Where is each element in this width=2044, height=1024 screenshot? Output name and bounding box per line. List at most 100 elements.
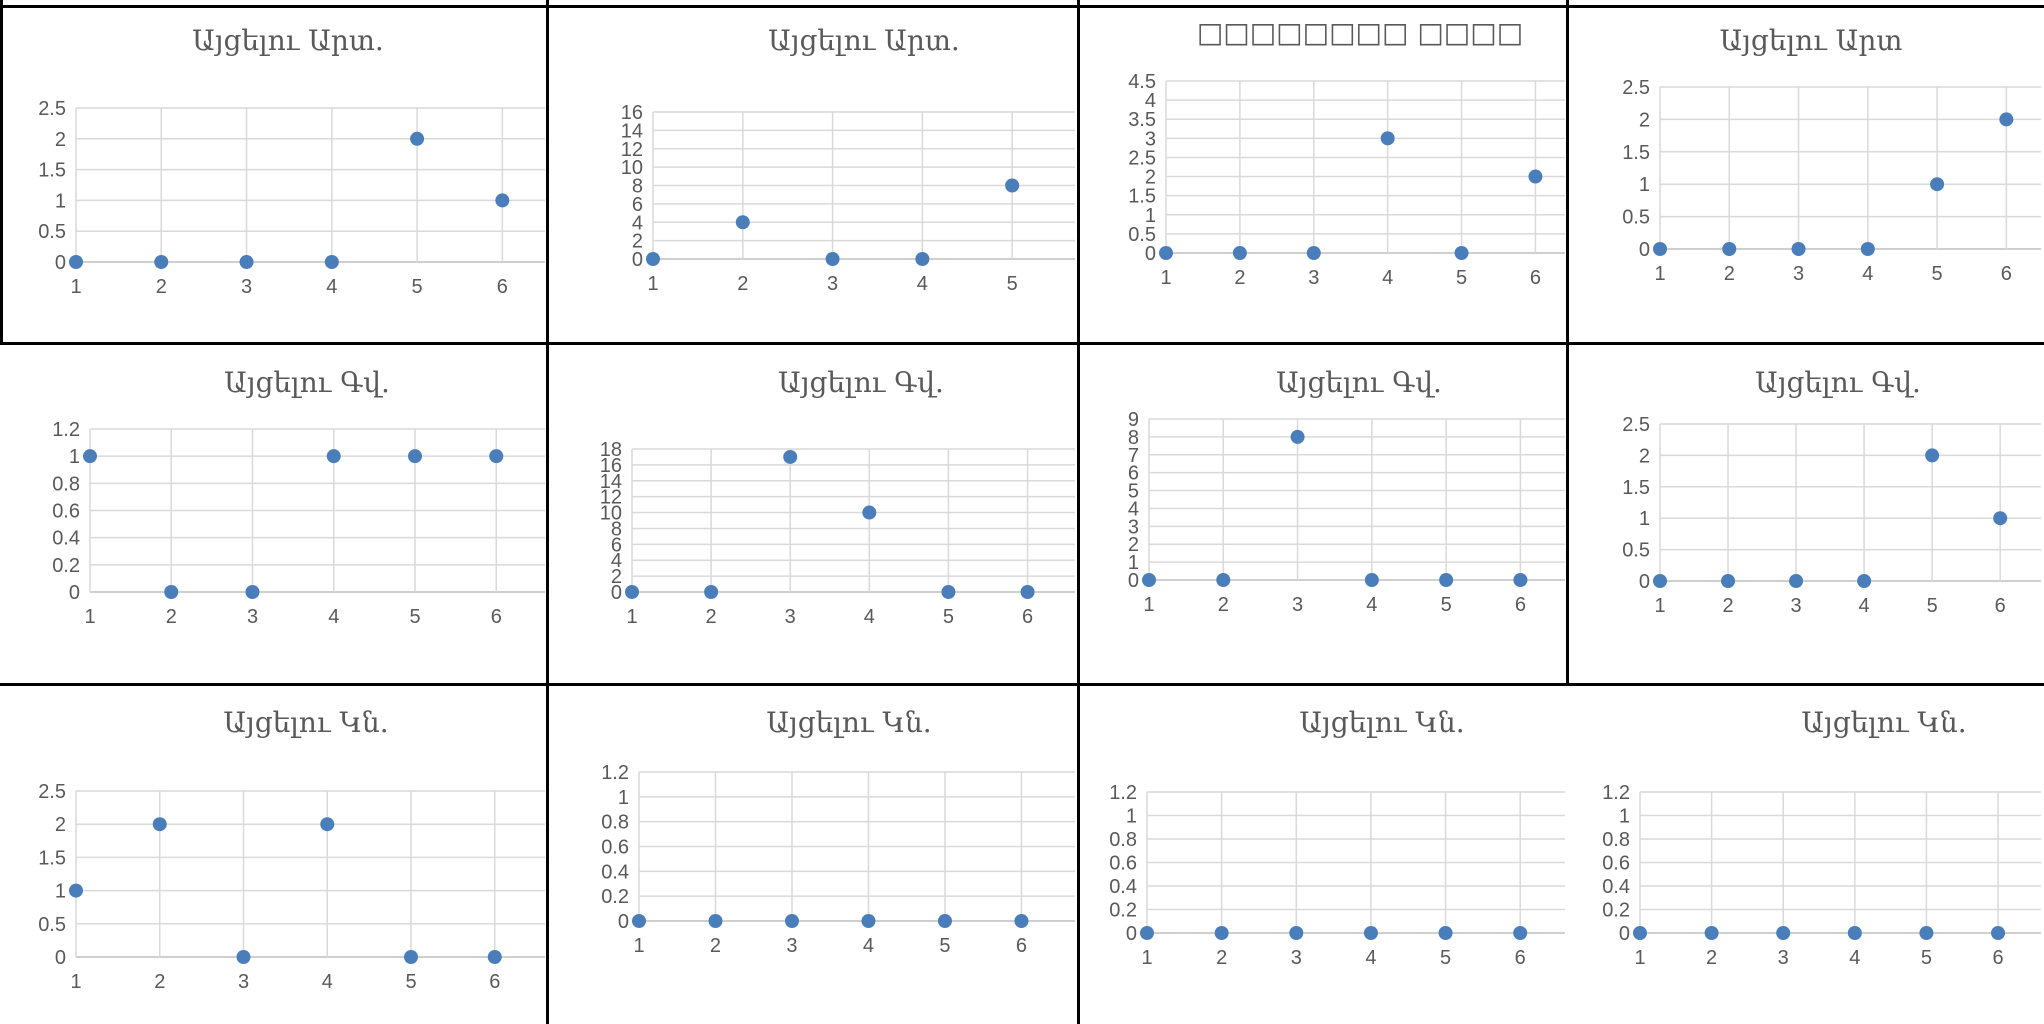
data-point xyxy=(1454,246,1469,260)
x-tick-label: 1 xyxy=(626,606,637,628)
data-point xyxy=(1020,585,1035,599)
table-horizontal-rule xyxy=(0,683,2044,686)
x-tick-label: 3 xyxy=(827,273,838,295)
table-horizontal-rule xyxy=(0,342,2044,345)
chart-title: Այցելու Գվ. xyxy=(1755,366,1921,399)
data-point xyxy=(1653,242,1667,256)
data-point xyxy=(489,449,504,464)
x-tick-label: 1 xyxy=(1143,594,1154,616)
data-point xyxy=(1214,926,1229,940)
y-tick-label: 7 xyxy=(1128,445,1139,467)
x-tick-label: 5 xyxy=(1456,267,1467,289)
data-point xyxy=(625,585,639,599)
y-tick-label: 0.5 xyxy=(38,914,66,936)
scatter-chart-4: 0 0.5 1 1.5 2 2.5 1 2 3 4 5 6 Այցելու Արտ xyxy=(1622,24,2041,285)
chart-title: Այցելու Գվ. xyxy=(778,366,944,399)
y-tick-label: 9 xyxy=(1128,409,1139,431)
y-tick-label: 6 xyxy=(611,534,622,556)
x-tick-label: 2 xyxy=(1722,595,1733,617)
y-tick-label: 18 xyxy=(600,439,622,461)
x-tick-label: 3 xyxy=(1791,595,1802,617)
x-tick-label: 1 xyxy=(1654,595,1665,617)
chart-title: Այցելու Կն. xyxy=(223,706,388,739)
y-tick-label: 1.5 xyxy=(1128,186,1156,208)
x-tick-label: 5 xyxy=(1927,595,1938,617)
x-tick-label: 6 xyxy=(1515,594,1526,616)
y-tick-label: 3 xyxy=(1128,516,1139,538)
y-tick-label: 0 xyxy=(55,947,66,969)
data-point xyxy=(1528,169,1543,184)
x-tick-label: 2 xyxy=(1724,263,1735,285)
x-tick-label: 5 xyxy=(405,971,416,993)
x-tick-label: 6 xyxy=(1515,947,1526,969)
data-point xyxy=(69,255,83,269)
table-vertical-rule xyxy=(546,0,549,1024)
y-tick-label: 0 xyxy=(1126,923,1137,945)
x-tick-label: 1 xyxy=(633,935,644,957)
y-tick-label: 0 xyxy=(1128,570,1139,592)
chart-title: Այցելու Կն. xyxy=(1299,706,1464,739)
x-tick-label: 4 xyxy=(322,971,333,993)
data-point xyxy=(632,914,646,928)
y-tick-label: 0.8 xyxy=(1602,829,1630,851)
data-point xyxy=(861,914,876,928)
x-tick-label: 5 xyxy=(939,935,950,957)
data-point xyxy=(1776,926,1791,940)
data-point xyxy=(1216,573,1231,587)
y-tick-label: 0 xyxy=(1619,923,1630,945)
y-tick-label: 1.5 xyxy=(1622,477,1650,499)
chart-title: Այցելու Արտ xyxy=(1720,24,1903,57)
data-point xyxy=(783,449,798,464)
data-point xyxy=(1860,242,1875,256)
chart-panel-12: 0 0.2 0.4 0.6 0.8 1 1.2 1 2 3 4 5 6 Այցելու Կն. xyxy=(1568,684,2044,1024)
x-tick-label: 6 xyxy=(1995,595,2006,617)
data-point xyxy=(1289,926,1304,940)
data-point xyxy=(404,950,418,964)
x-tick-label: 4 xyxy=(1366,594,1377,616)
chart-panel-2: 0 2 4 6 8 10 12 14 16 1 2 3 4 5 Այցելու Արտ. xyxy=(548,0,1078,344)
y-tick-label: 1.5 xyxy=(38,847,66,869)
y-tick-label: 2 xyxy=(632,231,643,253)
x-tick-label: 5 xyxy=(943,606,954,628)
y-tick-label: 1 xyxy=(618,787,629,809)
data-point xyxy=(1930,177,1945,192)
x-tick-label: 4 xyxy=(1849,947,1860,969)
data-point xyxy=(1993,511,2008,526)
x-tick-label: 1 xyxy=(1141,947,1152,969)
data-point xyxy=(937,914,952,928)
table-vertical-rule xyxy=(1566,0,1569,684)
x-tick-label: 5 xyxy=(1441,594,1452,616)
data-point xyxy=(941,585,956,599)
x-tick-label: 4 xyxy=(863,935,874,957)
data-point xyxy=(1721,574,1736,588)
data-point xyxy=(1633,926,1647,940)
y-tick-label: 2 xyxy=(611,566,622,588)
data-point xyxy=(1653,574,1667,588)
x-tick-label: 4 xyxy=(1382,267,1393,289)
x-tick-label: 3 xyxy=(1778,947,1789,969)
x-tick-label: 2 xyxy=(1218,594,1229,616)
y-tick-label: 10 xyxy=(600,503,622,525)
y-tick-label: 3 xyxy=(1145,128,1156,150)
y-tick-label: 0.2 xyxy=(52,555,80,577)
x-tick-label: 6 xyxy=(1016,935,1027,957)
scatter-chart-3: 00.511.522.533.544.51 2 3 4 5 6□□□□□□□□ □□□□ xyxy=(1128,16,1565,289)
data-point xyxy=(1919,926,1934,940)
x-tick-label: 4 xyxy=(1862,263,1873,285)
y-tick-label: 1 xyxy=(1619,806,1630,828)
x-tick-label: 3 xyxy=(1291,947,1302,969)
x-tick-label: 6 xyxy=(1992,947,2003,969)
x-tick-label: 5 xyxy=(1921,947,1932,969)
y-tick-label: 0.4 xyxy=(1602,876,1630,898)
y-tick-label: 0 xyxy=(611,582,622,604)
x-tick-label: 2 xyxy=(156,276,167,298)
x-tick-label: 4 xyxy=(864,606,875,628)
x-tick-label: 2 xyxy=(1234,267,1245,289)
y-tick-label: 2.5 xyxy=(1622,414,1650,436)
x-tick-label: 2 xyxy=(1216,947,1227,969)
data-point xyxy=(1704,926,1719,940)
x-tick-label: 5 xyxy=(412,276,423,298)
data-point xyxy=(410,131,425,146)
y-tick-label: 3.5 xyxy=(1128,109,1156,131)
x-tick-label: 6 xyxy=(2001,263,2012,285)
